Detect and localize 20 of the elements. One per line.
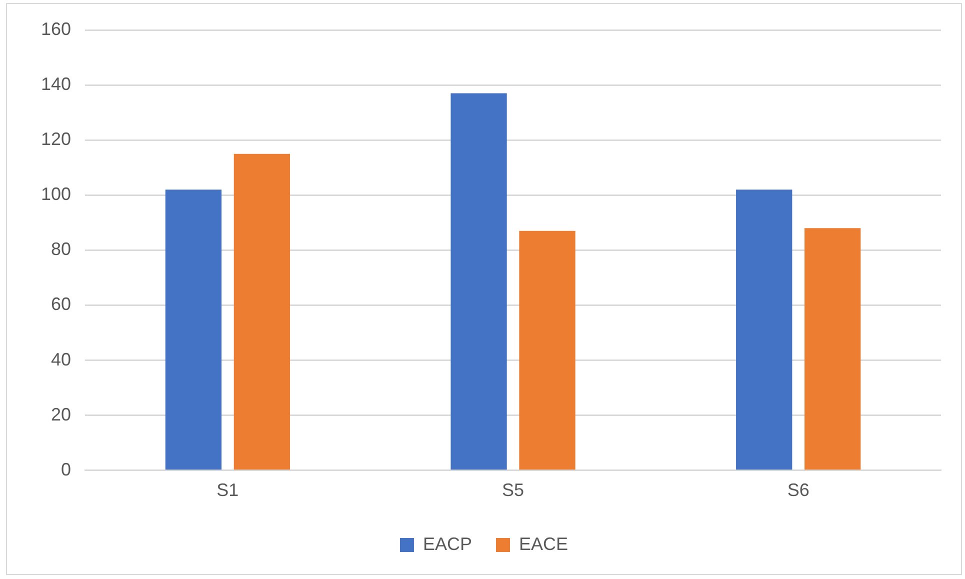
bar [234,154,290,470]
y-tick-label: 60 [51,294,72,314]
legend-label: EACE [519,534,568,554]
bar [519,230,576,470]
bar [450,93,507,470]
y-tick-label: 160 [40,18,72,39]
y-tick-label: 100 [40,184,72,204]
x-tick-label: S6 [787,480,810,500]
x-tick-label: S1 [216,480,239,500]
y-tick-label: 80 [51,239,72,260]
bar [165,190,222,470]
y-tick-label: 0 [61,459,72,480]
legend-label: EACP [422,534,472,554]
y-tick-label: 40 [51,349,72,370]
y-tick-label: 120 [40,129,72,150]
y-tick-label: 20 [51,404,72,424]
x-tick-label: S5 [502,480,524,500]
bar [736,190,792,470]
bar [804,228,861,470]
y-tick-label: 140 [40,74,72,94]
